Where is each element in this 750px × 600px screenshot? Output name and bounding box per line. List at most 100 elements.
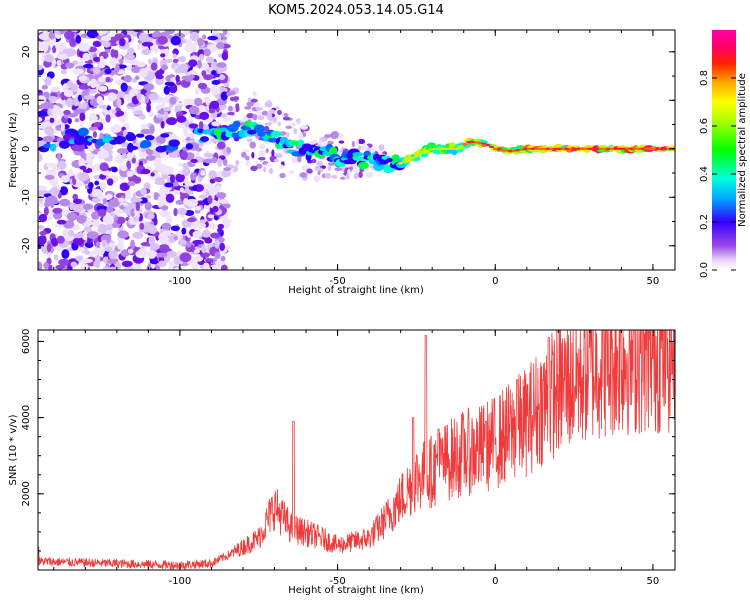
heatmap-cell [178,64,184,74]
heatmap-cell [188,74,195,80]
heatmap-cell [134,75,140,81]
x-tick-label: -50 [329,276,345,287]
heatmap-cell [141,41,154,47]
heatmap-cell [553,147,559,150]
heatmap-cell [327,165,332,171]
heatmap-cell [82,102,87,110]
heatmap-cell [146,212,155,220]
heatmap-cell [172,53,177,58]
heatmap-cell [163,85,171,95]
heatmap-cell [185,242,192,248]
heatmap-cell [366,171,374,178]
heatmap-cell [44,174,55,180]
heatmap-cell [621,147,627,150]
heatmap-cell [93,121,101,128]
y-tick-label: 0 [21,146,32,152]
heatmap-cell [116,136,126,144]
heatmap-cell [311,158,317,164]
heatmap-cell [53,254,59,261]
heatmap-cell [263,166,267,173]
heatmap-cell [317,170,321,176]
heatmap-cell [217,158,223,167]
heatmap-cell [209,100,220,110]
heatmap-cell [328,162,336,166]
heatmap-cell [261,160,269,165]
heatmap-cell [77,94,83,102]
heatmap-cell [86,30,99,39]
heatmap-cell [138,114,146,120]
heatmap-cell [199,111,210,120]
heatmap-cell [424,149,430,153]
heatmap-cell [212,205,219,213]
heatmap-cell [102,266,110,270]
heatmap-cell [255,106,263,111]
heatmap-cell [93,175,101,180]
heatmap-cell [443,147,449,150]
colorbar-ticks: 0.0 0.2 0.4 0.6 0.8 [699,70,736,278]
heatmap-cell [177,239,187,246]
heatmap-cell [106,206,114,213]
heatmap-cell [38,138,45,148]
heatmap-cell [560,147,566,150]
heatmap-cell [602,147,608,150]
heatmap-cell [176,115,187,123]
heatmap-cell [97,155,105,160]
heatmap-cell [275,153,283,159]
heatmap-cell [94,180,100,186]
heatmap-cell [251,151,255,159]
heatmap-cell [209,85,221,96]
heatmap-cell [146,103,152,113]
x-tick-label: 0 [492,276,498,287]
heatmap-cell [92,131,98,138]
heatmap-cell [77,214,87,224]
heatmap-cell [257,156,266,161]
heatmap-cell [137,44,143,51]
heatmap-cell [507,149,513,153]
heatmap-cell [485,143,491,147]
heatmap-cell [105,246,112,252]
heatmap-cell [189,31,200,42]
heatmap-cell [123,74,132,83]
heatmap-cell [75,255,83,262]
heatmap-cell [44,126,54,136]
heatmap-cell [120,82,128,92]
heatmap-cell [126,170,135,177]
heatmap-cell [591,147,597,150]
heatmap-cell [139,222,145,230]
heatmap-cell [310,139,319,144]
colorbar-tick-label: 0.8 [699,70,710,86]
heatmap-cell [245,160,251,166]
heatmap-cell [144,134,155,141]
heatmap-cell [241,151,247,158]
heatmap-cell [378,144,385,151]
heatmap-cell [132,231,144,239]
heatmap-cell [82,52,90,62]
heatmap-cell [417,153,423,156]
heatmap-cell [132,192,137,202]
heatmap-cell [55,42,67,51]
heatmap-cell [159,150,167,159]
heatmap-cell [148,111,154,117]
heatmap-cell [214,239,220,249]
heatmap-cell [324,172,332,179]
heatmap-cell [165,193,175,203]
heatmap-cell [253,124,265,133]
heatmap-cell [82,203,94,210]
heatmap-cell [99,181,107,191]
heatmap-cell [79,112,86,122]
heatmap-cell [125,189,132,200]
heatmap-cell [194,205,202,211]
heatmap-cell [121,260,133,268]
heatmap-cell [72,193,79,201]
heatmap-cell [164,182,174,188]
x-tick-label: 50 [647,576,660,587]
heatmap-cell [111,109,117,114]
heatmap-cell [141,123,148,129]
heatmap-cell [66,212,78,221]
heatmap-cell [52,207,63,214]
heatmap-cell [161,230,172,237]
heatmap-cell [58,140,71,149]
heatmap-cell [108,250,119,260]
heatmap-cell [221,169,231,178]
heatmap-cell [130,89,140,95]
